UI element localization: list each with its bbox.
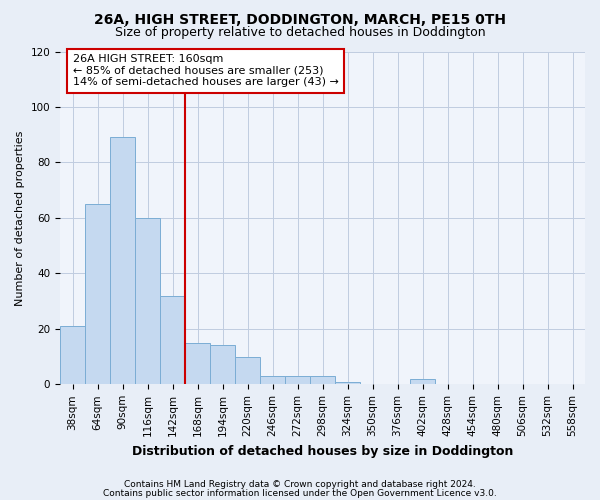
- Text: 26A, HIGH STREET, DODDINGTON, MARCH, PE15 0TH: 26A, HIGH STREET, DODDINGTON, MARCH, PE1…: [94, 12, 506, 26]
- Text: Size of property relative to detached houses in Doddington: Size of property relative to detached ho…: [115, 26, 485, 39]
- Text: Contains HM Land Registry data © Crown copyright and database right 2024.: Contains HM Land Registry data © Crown c…: [124, 480, 476, 489]
- Bar: [235, 356, 260, 384]
- Bar: [160, 296, 185, 384]
- Bar: [110, 138, 135, 384]
- Bar: [185, 342, 210, 384]
- Y-axis label: Number of detached properties: Number of detached properties: [15, 130, 25, 306]
- Bar: [310, 376, 335, 384]
- Bar: [285, 376, 310, 384]
- Bar: [60, 326, 85, 384]
- Bar: [260, 376, 285, 384]
- X-axis label: Distribution of detached houses by size in Doddington: Distribution of detached houses by size …: [132, 444, 513, 458]
- Bar: [335, 382, 360, 384]
- Text: Contains public sector information licensed under the Open Government Licence v3: Contains public sector information licen…: [103, 488, 497, 498]
- Bar: [85, 204, 110, 384]
- Bar: [410, 379, 435, 384]
- Bar: [210, 346, 235, 385]
- Bar: [135, 218, 160, 384]
- Text: 26A HIGH STREET: 160sqm
← 85% of detached houses are smaller (253)
14% of semi-d: 26A HIGH STREET: 160sqm ← 85% of detache…: [73, 54, 338, 88]
